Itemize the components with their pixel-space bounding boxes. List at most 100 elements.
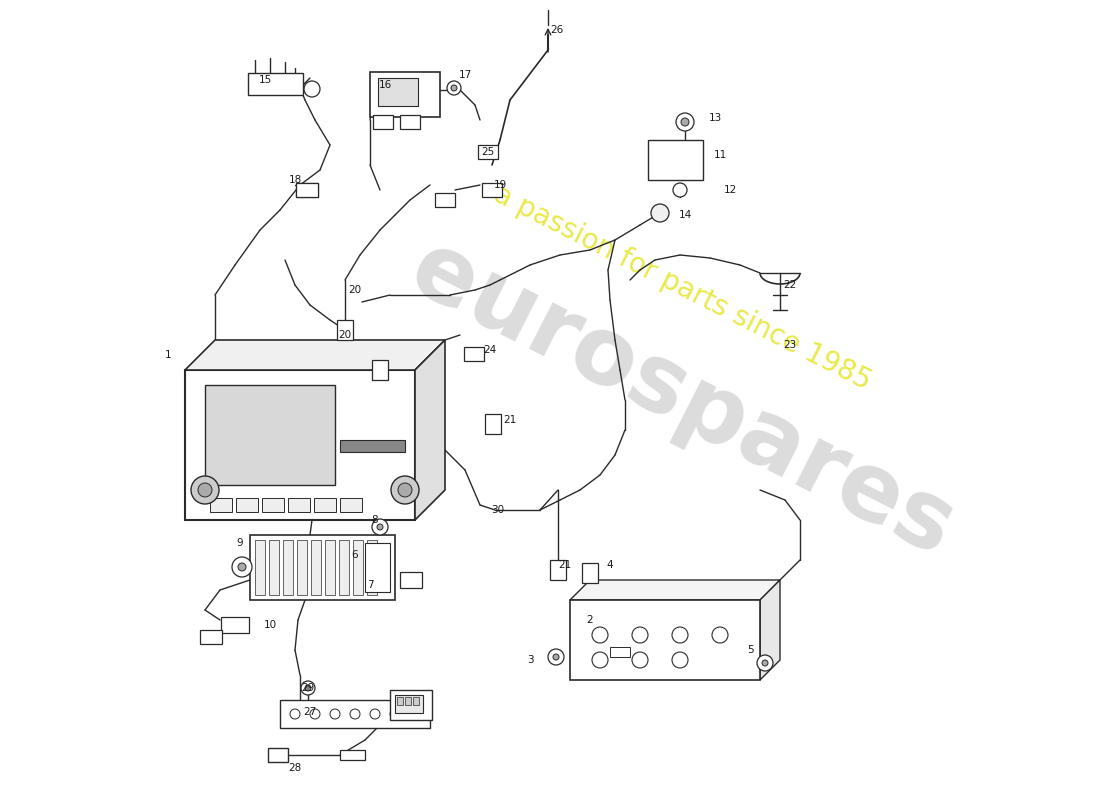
Text: 18: 18 xyxy=(288,175,301,185)
Bar xyxy=(236,498,258,512)
Circle shape xyxy=(370,709,379,719)
Bar xyxy=(339,540,349,595)
Circle shape xyxy=(310,709,320,719)
Circle shape xyxy=(304,81,320,97)
Polygon shape xyxy=(185,370,415,520)
Bar xyxy=(340,750,365,760)
Circle shape xyxy=(377,524,383,530)
Text: 9: 9 xyxy=(236,538,243,548)
Text: 22: 22 xyxy=(783,280,796,290)
Bar xyxy=(262,498,284,512)
Bar xyxy=(210,498,232,512)
Bar xyxy=(324,540,336,595)
Text: 24: 24 xyxy=(483,345,496,355)
Polygon shape xyxy=(415,340,446,520)
Text: 3: 3 xyxy=(527,655,534,665)
Text: 27: 27 xyxy=(304,707,317,717)
Circle shape xyxy=(592,627,608,643)
Circle shape xyxy=(290,709,300,719)
Circle shape xyxy=(238,563,246,571)
Text: 20: 20 xyxy=(339,330,352,340)
Bar xyxy=(412,697,419,705)
Text: 7: 7 xyxy=(366,580,373,590)
Bar xyxy=(314,498,336,512)
Text: 17: 17 xyxy=(459,70,472,80)
Polygon shape xyxy=(185,340,446,370)
Circle shape xyxy=(712,627,728,643)
Text: 19: 19 xyxy=(494,180,507,190)
Circle shape xyxy=(672,652,688,668)
Bar xyxy=(390,690,432,720)
Bar xyxy=(378,78,418,106)
Circle shape xyxy=(762,660,768,666)
Text: 6: 6 xyxy=(352,550,359,560)
Bar xyxy=(610,647,630,657)
Circle shape xyxy=(651,204,669,222)
Bar xyxy=(270,540,279,595)
Text: 4: 4 xyxy=(607,560,614,570)
Bar xyxy=(296,183,318,197)
Text: 16: 16 xyxy=(378,80,392,90)
Text: 13: 13 xyxy=(708,113,722,123)
Circle shape xyxy=(451,85,456,91)
Bar xyxy=(482,183,502,197)
Bar xyxy=(367,540,377,595)
Bar xyxy=(280,700,430,728)
Bar xyxy=(365,543,390,592)
Bar xyxy=(648,140,703,180)
Text: eurospares: eurospares xyxy=(395,223,969,577)
Circle shape xyxy=(676,113,694,131)
Circle shape xyxy=(350,709,360,719)
Bar xyxy=(582,563,598,583)
Circle shape xyxy=(548,649,564,665)
Bar xyxy=(205,385,336,485)
Circle shape xyxy=(447,81,461,95)
Bar xyxy=(434,193,455,207)
Circle shape xyxy=(390,709,400,719)
Circle shape xyxy=(301,681,315,695)
Text: a passion for parts since 1985: a passion for parts since 1985 xyxy=(488,180,876,396)
Bar xyxy=(395,695,424,713)
Bar xyxy=(405,697,411,705)
Text: 14: 14 xyxy=(679,210,692,220)
Bar xyxy=(283,540,293,595)
Circle shape xyxy=(632,627,648,643)
Text: 8: 8 xyxy=(372,515,378,525)
Circle shape xyxy=(410,709,420,719)
Text: 11: 11 xyxy=(714,150,727,160)
Bar xyxy=(373,115,393,129)
Circle shape xyxy=(232,557,252,577)
Text: 23: 23 xyxy=(783,340,796,350)
Circle shape xyxy=(372,519,388,535)
Circle shape xyxy=(191,476,219,504)
Text: 12: 12 xyxy=(724,185,737,195)
Text: 29: 29 xyxy=(301,683,315,693)
Text: 21: 21 xyxy=(504,415,517,425)
Circle shape xyxy=(305,685,311,691)
Polygon shape xyxy=(760,580,780,680)
Text: 5: 5 xyxy=(747,645,754,655)
Bar xyxy=(296,183,318,197)
Bar xyxy=(353,540,363,595)
Circle shape xyxy=(757,655,773,671)
Text: 28: 28 xyxy=(288,763,301,773)
Bar xyxy=(550,560,566,580)
Bar xyxy=(370,72,440,117)
Bar xyxy=(255,540,265,595)
Polygon shape xyxy=(570,580,780,600)
Bar xyxy=(397,697,403,705)
Circle shape xyxy=(553,654,559,660)
Circle shape xyxy=(198,483,212,497)
Text: 25: 25 xyxy=(482,147,495,157)
Bar xyxy=(200,630,222,644)
Bar xyxy=(464,347,484,361)
Bar xyxy=(337,320,353,340)
Bar xyxy=(372,360,388,380)
Text: 1: 1 xyxy=(165,350,172,360)
Bar xyxy=(288,498,310,512)
Circle shape xyxy=(632,652,648,668)
Text: 30: 30 xyxy=(492,505,505,515)
Bar xyxy=(340,440,405,452)
Bar xyxy=(485,414,501,434)
Bar xyxy=(268,748,288,762)
